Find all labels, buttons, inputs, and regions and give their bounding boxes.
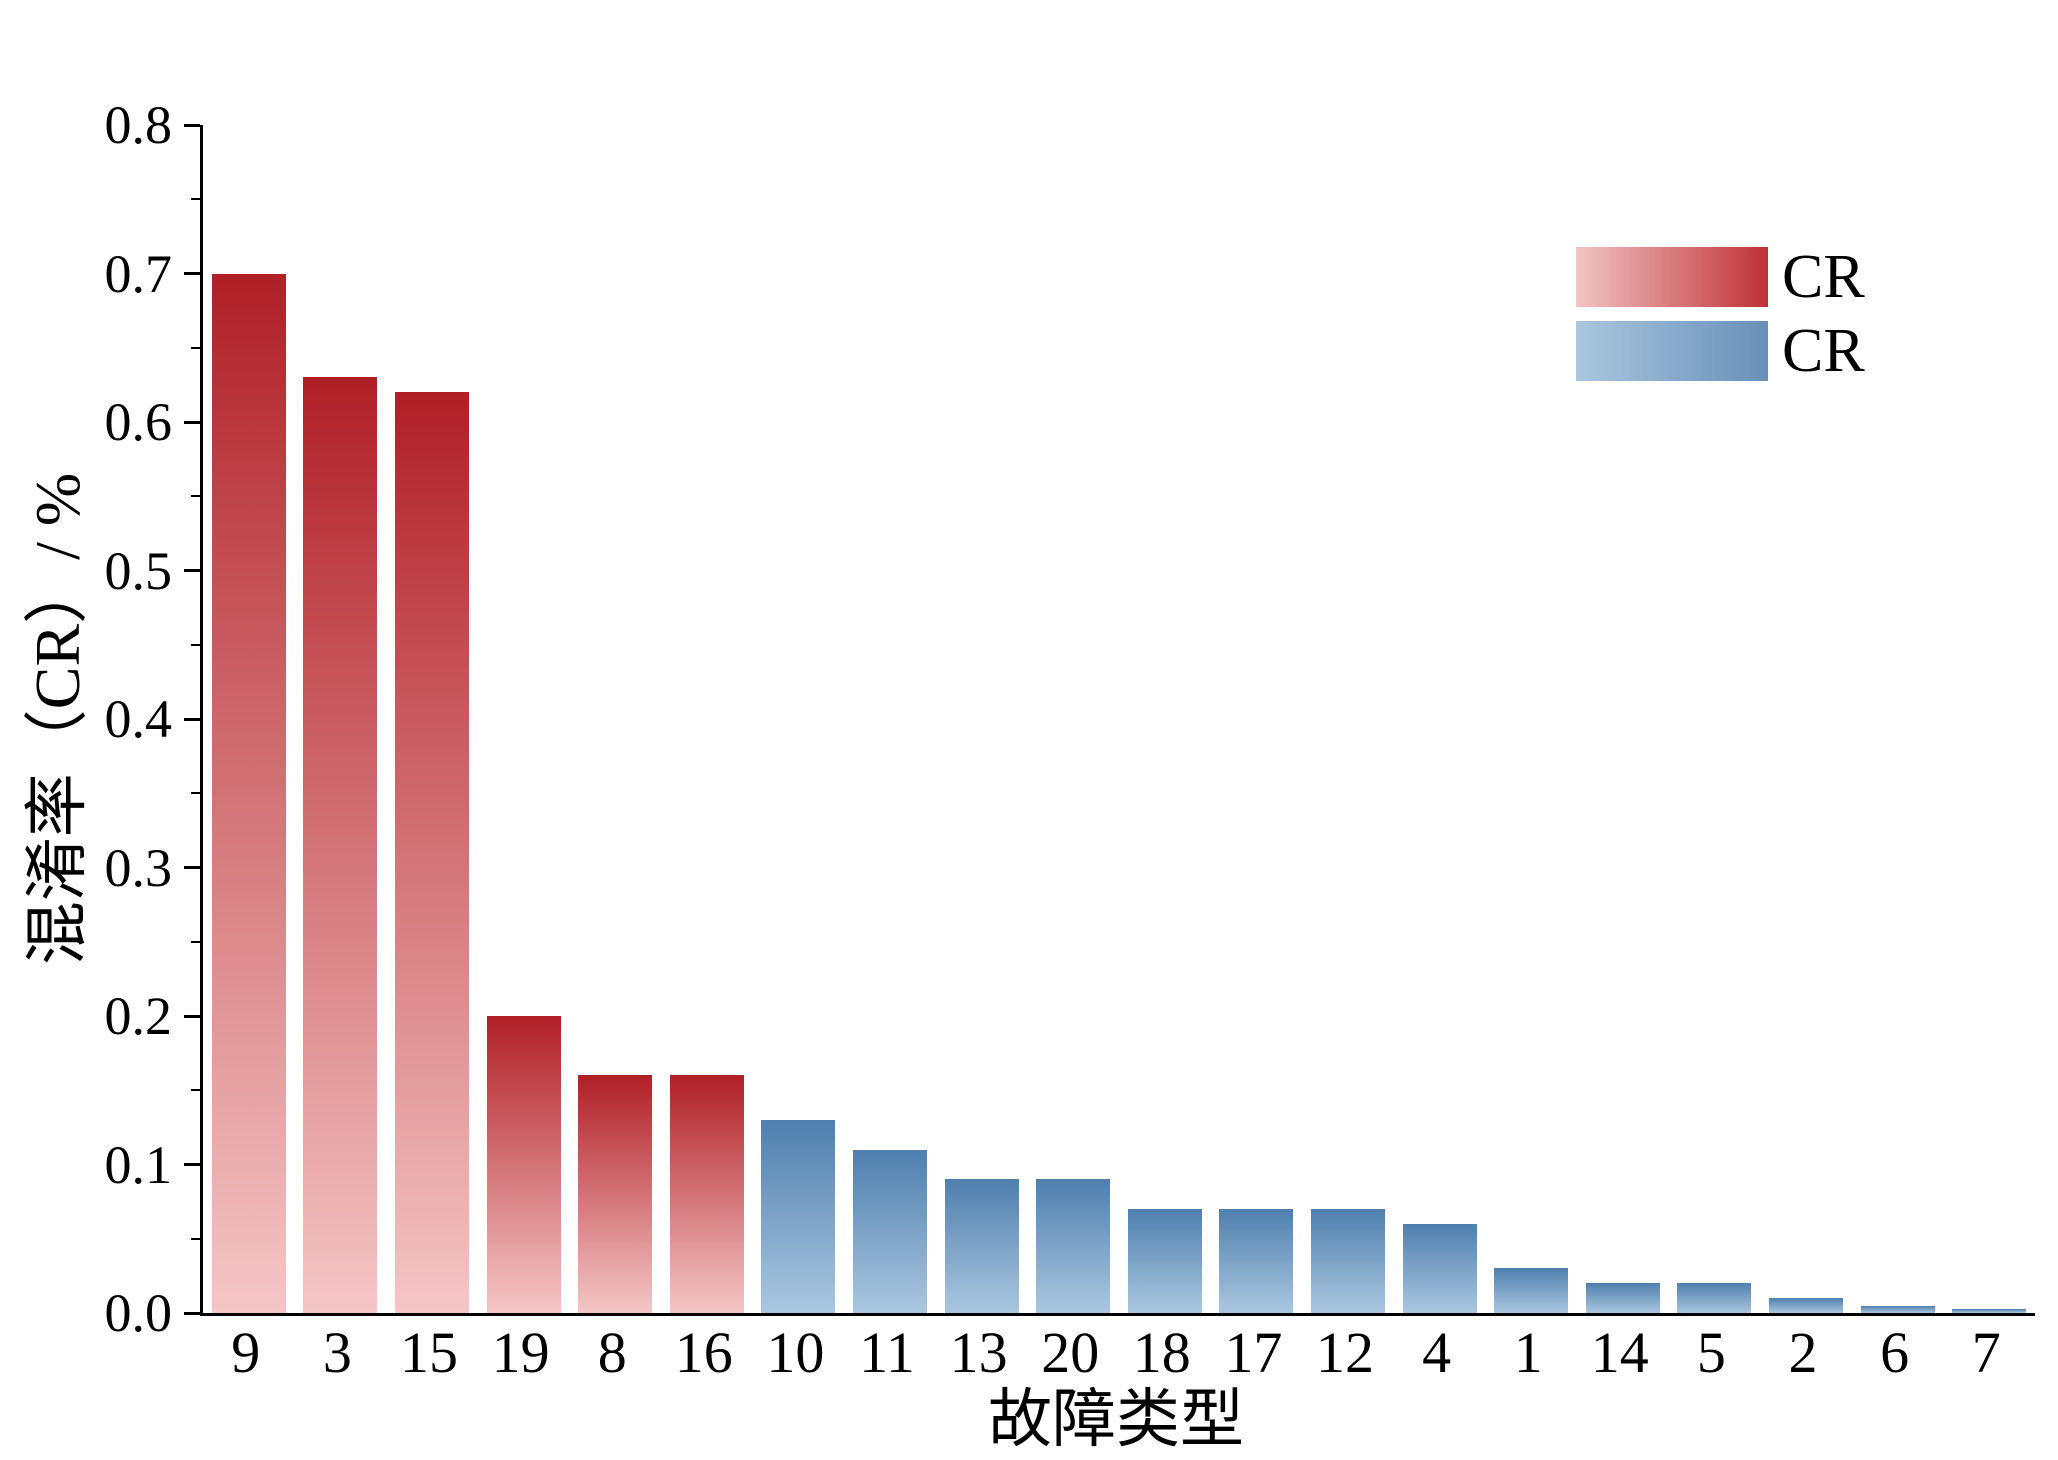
x-tick-label-19: 19 [491,1320,550,1385]
y-tick-label: 0.7 [104,243,173,304]
x-tick-label-14: 14 [1590,1320,1649,1385]
x-tick-label-2: 2 [1788,1320,1818,1385]
bar-category-8 [578,1075,653,1313]
y-minor-tick [191,1237,200,1240]
bar-category-5 [1677,1283,1752,1313]
y-tick-label: 0.0 [104,1283,173,1343]
y-major-tick [184,123,200,127]
x-tick-label-15: 15 [400,1320,458,1385]
y-minor-tick [191,198,200,201]
y-major-tick [184,717,200,721]
x-tick-label-5: 5 [1696,1320,1726,1385]
bar-category-1 [1494,1268,1569,1313]
bar-category-6 [1860,1305,1935,1313]
y-minor-tick [191,1089,200,1092]
x-tick-label-20: 20 [1041,1320,1100,1385]
legend-swatch-blue [1576,321,1768,381]
bar-category-12 [1311,1209,1385,1313]
bar-category-14 [1585,1283,1660,1313]
y-minor-tick [191,643,200,646]
y-tick-label: 0.1 [104,1134,173,1195]
y-major-tick [184,866,200,869]
bar-category-19 [486,1016,561,1313]
x-tick-label-9: 9 [231,1320,261,1385]
y-tick-label: 0.4 [104,689,173,749]
x-axis-title: 故障类型 [988,1384,1244,1455]
y-major-tick [184,1163,200,1166]
bar-category-9 [211,273,286,1313]
x-tick-label-8: 8 [597,1320,627,1385]
bar-category-18 [1127,1209,1202,1313]
x-tick-label-4: 4 [1422,1320,1452,1385]
bar-category-4 [1402,1223,1477,1313]
x-tick-label-11: 11 [859,1320,915,1385]
x-tick-label-1: 1 [1513,1320,1543,1385]
x-tick-label-13: 13 [949,1320,1008,1385]
y-minor-tick [191,940,200,943]
y-major-tick [184,1014,200,1018]
x-tick-label-7: 7 [1971,1320,2001,1385]
legend: CR CR [1576,246,1865,382]
legend-label-blue: CR [1782,317,1865,385]
y-major-tick [184,420,200,424]
y-tick-label: 0.2 [104,986,173,1046]
x-tick-label-6: 6 [1880,1320,1910,1385]
bar-category-17 [1219,1209,1294,1313]
bar-category-3 [303,377,378,1313]
plot-area [200,125,2035,1316]
bar-category-2 [1769,1298,1843,1313]
y-minor-tick [191,792,200,795]
bar-category-7 [1952,1308,2027,1313]
y-major-tick [184,272,200,275]
bar-category-20 [1036,1179,1111,1313]
bar-category-11 [853,1149,927,1313]
x-tick-label-12: 12 [1316,1320,1374,1385]
legend-row-blue: CR [1576,320,1865,382]
bar-category-13 [944,1179,1019,1313]
y-minor-tick [191,346,200,349]
bar-category-15 [395,392,469,1313]
legend-row-red: CR [1576,246,1865,308]
y-tick-label: 0.5 [104,540,173,601]
y-tick-label: 0.3 [104,837,173,898]
bar-category-16 [669,1075,744,1313]
y-tick-label: 0.8 [104,95,173,155]
x-tick-label-17: 17 [1224,1320,1283,1385]
bar-category-10 [761,1119,836,1313]
x-tick-label-10: 10 [766,1320,825,1385]
y-major-tick [184,1311,200,1315]
x-tick-label-3: 3 [322,1320,352,1385]
x-tick-label-18: 18 [1132,1320,1191,1385]
legend-label-red: CR [1782,243,1865,311]
x-tick-label-16: 16 [674,1320,733,1385]
legend-swatch-red [1576,247,1768,307]
y-major-tick [184,569,200,572]
y-tick-label: 0.6 [104,392,173,452]
y-minor-tick [191,495,200,498]
